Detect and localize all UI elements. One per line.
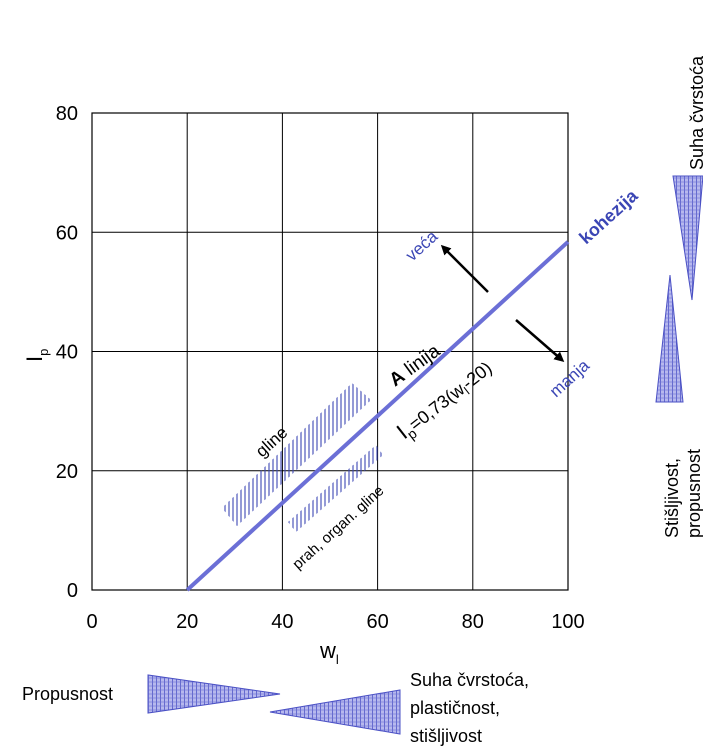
right-wedge-bottom xyxy=(655,274,684,403)
bottom-right-label-1: Suha čvrstoća, xyxy=(410,670,529,690)
a-line xyxy=(185,240,570,592)
right-top-label: Suha čvrstoća xyxy=(687,55,703,170)
right-bottom-label-2: propusnost xyxy=(684,449,703,538)
y-axis-label: Ip xyxy=(22,349,51,362)
y-tick-labels: 0 20 40 60 80 xyxy=(56,103,78,602)
y-tick-label: 40 xyxy=(56,342,78,364)
x-axis-label: wl xyxy=(319,638,339,667)
arrow-down-right xyxy=(515,319,565,362)
x-tick-label: 100 xyxy=(551,611,584,633)
y-tick-label: 80 xyxy=(56,103,78,125)
x-tick-labels: 0 20 40 60 80 100 xyxy=(86,611,584,633)
right-bottom-label-1: Stišljivost, xyxy=(662,458,682,538)
bottom-right-label-2: plastičnost, xyxy=(410,698,500,718)
y-tick-label: 60 xyxy=(56,222,78,244)
bottom-right-label-3: stišljivost xyxy=(410,726,482,746)
cohesion-label: kohezija xyxy=(575,185,642,248)
grid xyxy=(91,112,569,591)
bottom-left-label: Propusnost xyxy=(22,684,113,704)
x-tick-label: 80 xyxy=(462,611,484,633)
x-tick-label: 60 xyxy=(366,611,388,633)
y-tick-label: 20 xyxy=(56,461,78,483)
arrow-up-left xyxy=(440,244,489,293)
right-wedge-top xyxy=(672,175,703,301)
x-tick-label: 0 xyxy=(86,611,97,633)
x-tick-label: 20 xyxy=(176,611,198,633)
bottom-wedge-right xyxy=(269,689,401,735)
cohesion-less-label: manja xyxy=(546,356,594,401)
y-tick-label: 0 xyxy=(67,580,78,602)
region-label-silts: prah, organ. gline xyxy=(289,482,387,573)
silt-region-hatch xyxy=(288,445,383,532)
clay-region-hatch xyxy=(222,383,371,526)
bottom-wedge-left xyxy=(147,674,281,714)
x-tick-label: 40 xyxy=(271,611,293,633)
